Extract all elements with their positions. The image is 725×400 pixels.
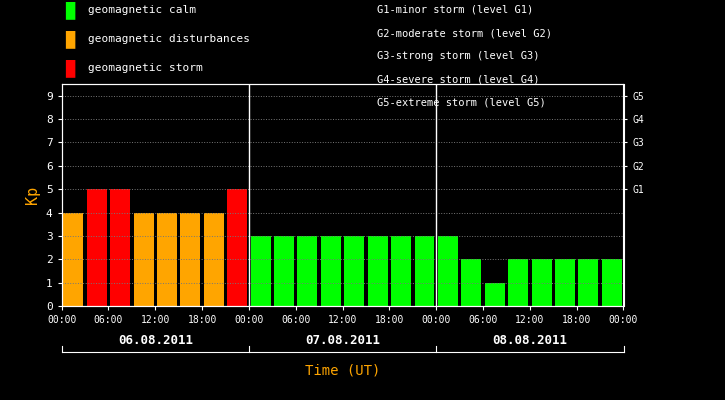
Bar — [110, 189, 130, 306]
Bar — [133, 212, 154, 306]
Text: █: █ — [65, 30, 75, 48]
Bar — [274, 236, 294, 306]
Text: G2-moderate storm (level G2): G2-moderate storm (level G2) — [377, 28, 552, 38]
Bar — [461, 259, 481, 306]
Bar — [368, 236, 388, 306]
Text: G3-strong storm (level G3): G3-strong storm (level G3) — [377, 51, 539, 61]
Bar — [344, 236, 364, 306]
Bar — [251, 236, 270, 306]
Text: █: █ — [65, 1, 75, 19]
Text: G1-minor storm (level G1): G1-minor storm (level G1) — [377, 5, 534, 15]
Bar — [508, 259, 528, 306]
Bar — [204, 212, 224, 306]
Bar — [321, 236, 341, 306]
Bar — [555, 259, 575, 306]
Bar — [438, 236, 458, 306]
Bar — [531, 259, 552, 306]
Bar — [485, 283, 505, 306]
Bar — [227, 189, 247, 306]
Bar — [87, 189, 107, 306]
Text: █: █ — [65, 59, 75, 76]
Text: geomagnetic disturbances: geomagnetic disturbances — [88, 34, 250, 44]
Text: 08.08.2011: 08.08.2011 — [492, 334, 568, 346]
Bar — [63, 212, 83, 306]
Bar — [181, 212, 200, 306]
Text: 07.08.2011: 07.08.2011 — [305, 334, 380, 346]
Text: G5-extreme storm (level G5): G5-extreme storm (level G5) — [377, 98, 546, 108]
Bar — [157, 212, 177, 306]
Bar — [579, 259, 598, 306]
Text: Time (UT): Time (UT) — [305, 363, 380, 377]
Text: G4-severe storm (level G4): G4-severe storm (level G4) — [377, 74, 539, 85]
Bar — [392, 236, 411, 306]
Bar — [602, 259, 622, 306]
Text: 06.08.2011: 06.08.2011 — [117, 334, 193, 346]
Text: geomagnetic storm: geomagnetic storm — [88, 63, 203, 73]
Bar — [415, 236, 434, 306]
Bar — [297, 236, 318, 306]
Text: geomagnetic calm: geomagnetic calm — [88, 5, 196, 15]
Y-axis label: Kp: Kp — [25, 186, 41, 204]
